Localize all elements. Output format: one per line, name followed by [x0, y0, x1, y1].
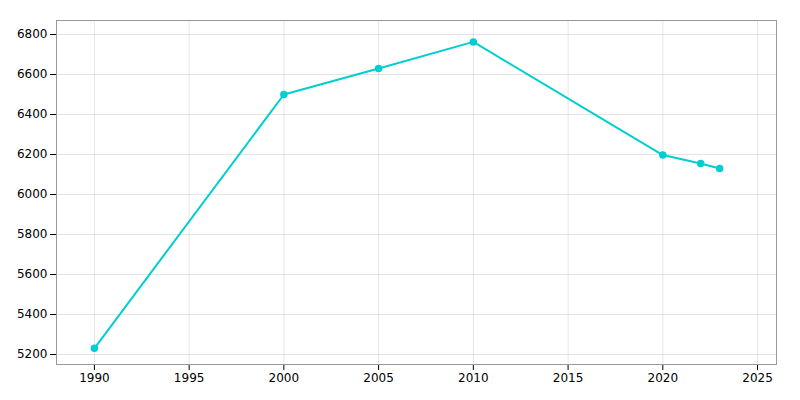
svg-text:5400: 5400	[17, 307, 48, 321]
svg-text:2000: 2000	[269, 371, 300, 385]
svg-text:1990: 1990	[79, 371, 110, 385]
svg-text:6600: 6600	[17, 67, 48, 81]
svg-text:2025: 2025	[742, 371, 773, 385]
svg-text:5200: 5200	[17, 347, 48, 361]
svg-text:2015: 2015	[553, 371, 584, 385]
svg-text:2010: 2010	[458, 371, 489, 385]
svg-text:6800: 6800	[17, 27, 48, 41]
svg-text:6200: 6200	[17, 147, 48, 161]
svg-text:6400: 6400	[17, 107, 48, 121]
svg-text:6000: 6000	[17, 187, 48, 201]
svg-text:1995: 1995	[174, 371, 205, 385]
svg-text:2020: 2020	[648, 371, 679, 385]
svg-text:2005: 2005	[363, 371, 394, 385]
svg-text:5800: 5800	[17, 227, 48, 241]
svg-text:5600: 5600	[17, 267, 48, 281]
